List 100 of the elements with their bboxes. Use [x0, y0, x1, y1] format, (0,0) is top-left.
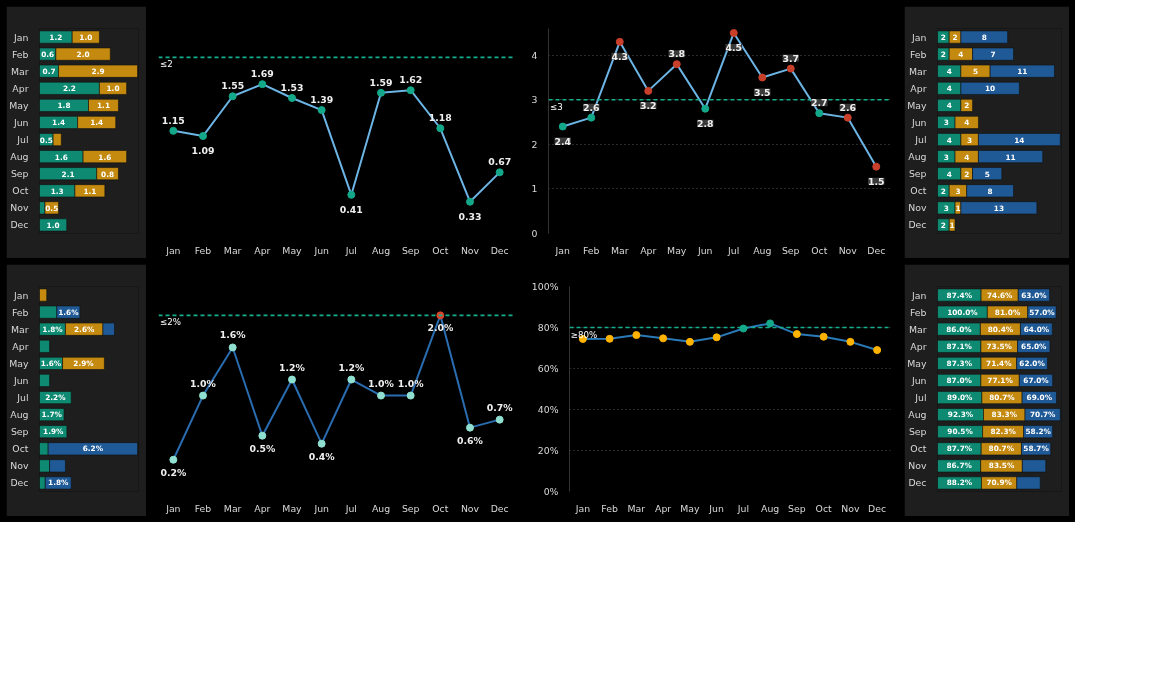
point [672, 60, 681, 69]
x-tick-label: Nov [841, 502, 860, 514]
point [495, 415, 504, 424]
y-tick-label: Dec [10, 219, 29, 231]
x-tick-label: Jul [727, 244, 740, 256]
x-tick-label: Oct [815, 502, 833, 514]
point [739, 324, 748, 333]
point [317, 439, 326, 448]
y-tick-label: Apr [12, 340, 29, 352]
data-label: 2.6 [582, 101, 600, 113]
point [766, 319, 775, 328]
y-tick-label: Nov [908, 202, 927, 214]
x-tick-label: Feb [582, 244, 600, 256]
point [258, 431, 267, 440]
data-label: 0.7% [486, 401, 514, 413]
x-tick-label: Jan [165, 244, 181, 256]
y-tick-label: May [907, 99, 927, 111]
ref-line-label: ≤2 [159, 59, 173, 70]
point [685, 337, 694, 346]
point [377, 391, 385, 400]
x-tick-label: Sep [788, 502, 806, 514]
x-tick-label: Aug [371, 244, 391, 256]
x-tick-label: Sep [781, 244, 800, 256]
y-tick-label: Sep [10, 168, 29, 180]
data-label: 1.62 [399, 74, 423, 86]
point [632, 331, 641, 340]
y-tick-label: May [9, 99, 29, 111]
x-tick-label: Aug [753, 244, 772, 256]
x-tick-label: Aug [761, 502, 780, 514]
x-tick-label: Apr [640, 244, 657, 256]
data-label: 1.2% [279, 361, 306, 373]
y-tick-label: Jan [911, 289, 927, 301]
point [377, 88, 385, 97]
y-tick-label: 100% [531, 281, 559, 292]
y-tick-label: 4 [531, 49, 538, 61]
data-label: 4.5 [725, 41, 743, 53]
y-tick-label: Feb [909, 306, 927, 318]
point [466, 197, 474, 206]
y-tick-label: Dec [908, 219, 927, 231]
data-label: 0.4% [308, 450, 336, 462]
x-tick-label: Oct [432, 244, 449, 256]
y-tick-label: Oct [12, 443, 29, 455]
x-tick-label: Jun [313, 244, 330, 256]
data-label: 2.7 [810, 97, 828, 109]
data-label: 0.33 [458, 210, 482, 222]
data-label: 1.69 [250, 68, 274, 80]
y-tick-label: Aug [10, 409, 29, 421]
x-tick-label: Aug [371, 502, 391, 514]
y-tick-label: 60% [537, 363, 559, 374]
data-label: 1.09 [191, 145, 215, 157]
point [169, 455, 178, 464]
y-tick-label: Jul [914, 134, 927, 146]
y-tick-label: Mar [10, 323, 29, 335]
y-tick-label: Jun [910, 116, 927, 128]
data-label: 1.0% [368, 377, 395, 389]
point [495, 168, 504, 177]
data-label: 0.67 [488, 156, 512, 168]
y-tick-label: 0 [531, 228, 538, 239]
y-tick-label: Mar [10, 65, 29, 77]
data-label: 2.6 [839, 101, 857, 113]
y-tick-label: Sep [908, 426, 927, 438]
x-tick-label: Mar [627, 502, 646, 514]
point [169, 126, 178, 135]
data-label: 3.8 [668, 48, 686, 60]
x-tick-label: Dec [867, 244, 886, 256]
data-label: 1.55 [221, 80, 245, 92]
ref-line-label: ≤3 [549, 101, 563, 112]
point [288, 94, 296, 102]
x-tick-label: May [282, 244, 303, 256]
y-tick-label: Oct [910, 443, 927, 455]
data-label: 3.2 [639, 99, 657, 111]
point [605, 334, 614, 343]
x-tick-label: Jul [736, 502, 750, 514]
data-label: 1.6% [219, 329, 247, 341]
y-tick-label: Sep [10, 426, 29, 438]
x-tick-label: Sep [401, 244, 420, 256]
point [659, 334, 668, 343]
y-tick-label: Aug [908, 409, 927, 421]
bar [39, 339, 50, 353]
x-tick-label: Oct [811, 244, 828, 256]
x-tick-label: Jul [344, 244, 357, 256]
y-tick-label: Jun [910, 374, 927, 386]
data-label: 1.2% [338, 361, 365, 373]
x-tick-label: Nov [838, 244, 858, 256]
y-tick-label: Jan [911, 31, 927, 43]
point [406, 391, 415, 400]
point [729, 28, 738, 37]
x-tick-label: Mar [223, 244, 242, 256]
y-tick-label: Apr [12, 82, 29, 94]
x-tick-label: Jun [708, 502, 724, 514]
data-label: 0.41 [339, 203, 363, 215]
x-tick-label: Nov [460, 502, 480, 514]
data-label: 0.5% [249, 442, 276, 454]
point [258, 80, 267, 89]
x-tick-label: Jun [313, 502, 330, 514]
y-tick-label: 3 [531, 94, 538, 106]
y-tick-label: Nov [10, 460, 29, 472]
x-tick-label: Feb [194, 502, 212, 514]
x-tick-label: Dec [490, 244, 509, 256]
point [712, 333, 721, 342]
